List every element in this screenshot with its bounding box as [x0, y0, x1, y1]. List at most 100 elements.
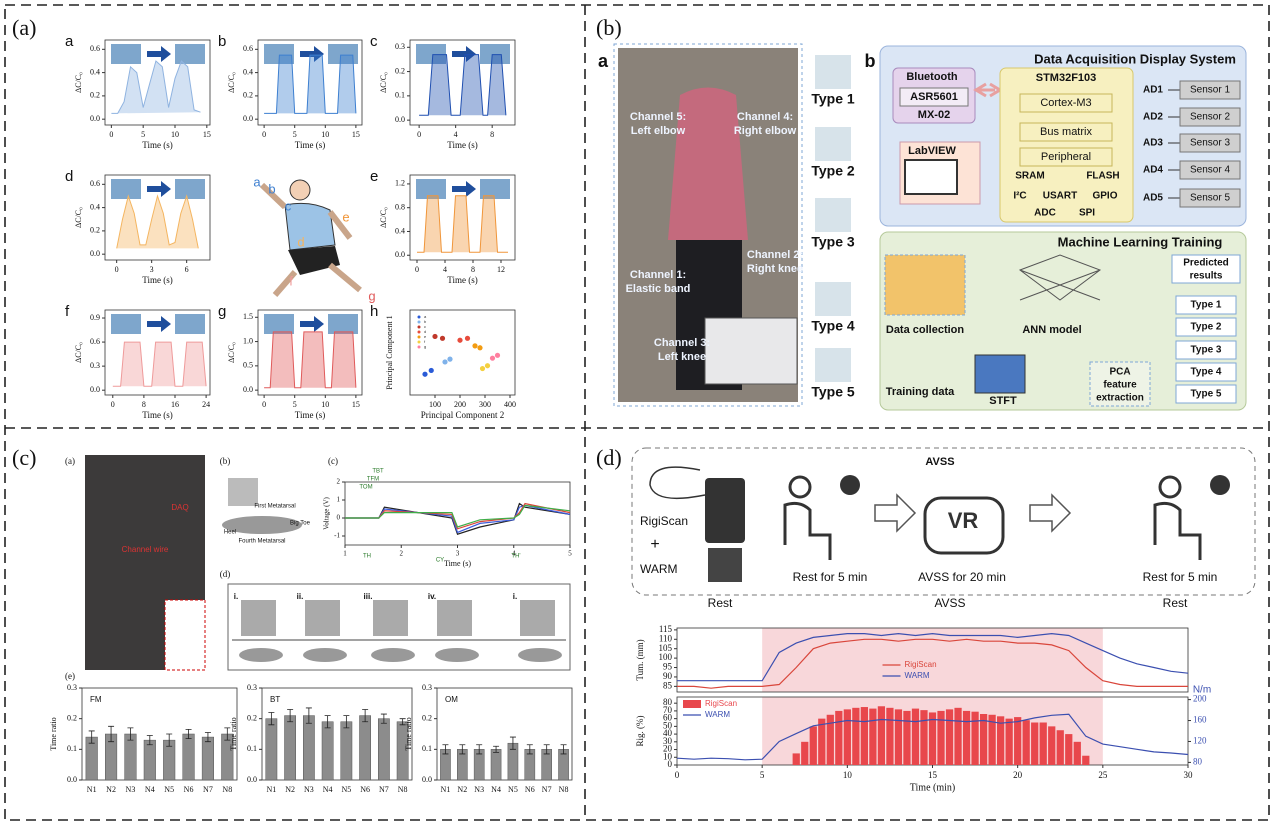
bar [852, 707, 860, 765]
scatter-point [428, 367, 434, 374]
bar [1031, 722, 1039, 765]
person-limbs [259, 182, 362, 297]
x-tick-label: 0 [109, 130, 113, 139]
step-label: iv. [428, 592, 436, 601]
chart-label: b [218, 33, 226, 50]
y-axis-label: ΔC/C₀ [379, 207, 388, 228]
x-tick-label: 15 [352, 400, 360, 409]
legend-swatch [417, 330, 421, 334]
annotation: TFM [367, 477, 379, 483]
error-bar [224, 727, 231, 741]
label: Sensor 1 [1190, 85, 1230, 96]
type-label: Type 1 [811, 91, 855, 107]
body-label: e [342, 209, 349, 224]
plot-frame [436, 687, 573, 781]
insole [518, 648, 562, 662]
bar [1065, 734, 1073, 765]
legend-label: e [424, 334, 427, 339]
y-tick-label: 0.2 [395, 66, 405, 75]
x-tick-label: N3 [126, 785, 136, 794]
label: GPIO [1092, 191, 1117, 202]
sub-label: (a) [65, 456, 75, 466]
legend-label: d [424, 329, 426, 334]
sensor-box [1179, 133, 1241, 153]
signal-area [419, 54, 507, 116]
legend-label: WARM [905, 671, 930, 680]
body-label: d [297, 234, 304, 249]
x-tick-label: 15 [352, 130, 360, 139]
panel-label: (d) [596, 445, 622, 470]
panel-label: (b) [596, 15, 622, 40]
warm-device [708, 548, 742, 582]
y-tick-label: 0.4 [90, 202, 100, 211]
sub-label: (e) [65, 671, 75, 681]
step-label: Rest for 5 min [793, 570, 868, 584]
stft-icon [974, 354, 1026, 394]
y-tick-label: 0.3 [395, 42, 405, 51]
y-axis-label: Time ratio [49, 717, 58, 750]
y-tick-label: 0.3 [67, 683, 77, 692]
y-axis-label: ΔC/C₀ [227, 72, 236, 93]
photo [480, 179, 510, 199]
laptop [704, 317, 798, 385]
sensor-box [1179, 80, 1241, 100]
x-tick-label: 5 [293, 130, 297, 139]
sub-label: (c) [328, 456, 338, 466]
y-tick-label: 0.5 [243, 361, 253, 370]
x-tick-label: N4 [491, 785, 501, 794]
y-tick-label: 0.0 [247, 775, 257, 784]
error-bar [399, 718, 406, 726]
bar [937, 710, 945, 765]
x-tick-label: 3 [150, 265, 154, 274]
scatter-point [422, 371, 428, 377]
type-label: Type 2 [811, 163, 855, 179]
channel-label: Right knee [747, 263, 803, 275]
bar [860, 707, 868, 765]
x-tick-label: N3 [304, 785, 314, 794]
series-line [345, 504, 571, 528]
x-tick-label: 10 [843, 770, 853, 780]
signal-area [116, 194, 199, 249]
step-label: Rest for 5 min [1143, 570, 1218, 584]
error-bar [287, 709, 294, 723]
y-tick-label: 20 [663, 744, 673, 754]
signal-area [111, 60, 201, 114]
type-box [1175, 340, 1237, 360]
label: Bus matrix [1040, 126, 1092, 138]
bar [340, 721, 353, 781]
bar [971, 711, 979, 765]
error-bar [543, 744, 550, 755]
y-tick-label: -1 [334, 532, 340, 540]
person-torso [284, 202, 336, 251]
bar [182, 733, 195, 781]
x-tick-label: N8 [559, 785, 569, 794]
x-tick-label: N1 [266, 785, 276, 794]
body-label: a [253, 174, 261, 189]
annotation: TOM [359, 485, 372, 491]
chart-label: e [370, 168, 378, 185]
y-tick-label: 0.0 [243, 114, 253, 123]
y-tick-label: 0.2 [247, 713, 257, 722]
foot-image [305, 600, 340, 636]
bar [869, 708, 877, 765]
y-tick-label: 0.2 [90, 91, 100, 100]
foot-image [520, 600, 555, 636]
bar [894, 709, 903, 765]
box-title: Data Acquisition Display System [1034, 51, 1236, 66]
bar [284, 715, 296, 781]
annotation: TH [363, 554, 371, 560]
avss-frame [631, 447, 1256, 596]
label: AVSS [925, 456, 954, 468]
bar [359, 715, 371, 781]
rigiscan-device [705, 478, 745, 543]
y-tick-label: 90 [663, 671, 673, 681]
channel-label: Elastic band [626, 283, 691, 295]
y-tick-label: 0.4 [90, 67, 100, 76]
arrow [147, 181, 171, 197]
x-tick-label: 15 [203, 130, 211, 139]
plot-frame [81, 687, 238, 781]
label: ASR5601 [910, 91, 958, 103]
chart-title: OM [445, 695, 458, 704]
shirt [668, 87, 748, 240]
x-axis-label: Time (s) [444, 559, 471, 568]
